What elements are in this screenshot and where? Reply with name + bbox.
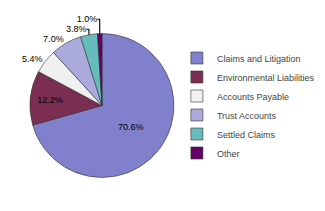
svg-text:Environmental Liabilities: Environmental Liabilities (217, 73, 315, 83)
svg-text:Other: Other (217, 149, 240, 159)
svg-text:1.0%: 1.0% (77, 14, 98, 24)
svg-text:3.8%: 3.8% (66, 24, 87, 34)
svg-text:70.6%: 70.6% (118, 122, 144, 132)
svg-text:Accounts Payable: Accounts Payable (217, 92, 289, 102)
svg-text:Trust Accounts: Trust Accounts (217, 111, 277, 121)
svg-text:5.4%: 5.4% (22, 54, 43, 64)
svg-text:Settled Claims: Settled Claims (217, 130, 276, 140)
svg-text:Claims and Litigation: Claims and Litigation (217, 54, 301, 64)
svg-text:7.0%: 7.0% (43, 34, 64, 44)
svg-text:12.2%: 12.2% (37, 95, 63, 105)
